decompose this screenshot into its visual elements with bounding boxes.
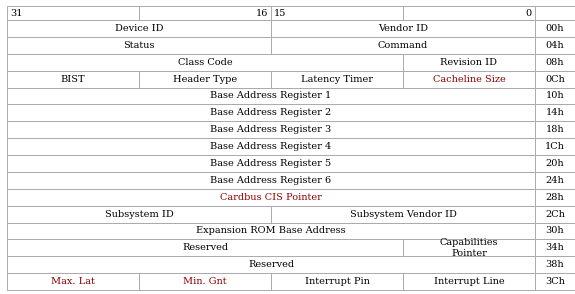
Bar [271, 273, 403, 290]
Bar [535, 104, 575, 121]
Bar [535, 189, 575, 206]
Bar [7, 37, 271, 54]
Text: Class Code: Class Code [178, 58, 232, 67]
Bar [7, 138, 535, 155]
Bar [535, 206, 575, 223]
Bar [7, 256, 535, 273]
Bar [535, 155, 575, 172]
Text: 31: 31 [10, 9, 22, 18]
Bar [535, 172, 575, 189]
Bar [7, 239, 403, 256]
Bar [535, 88, 575, 104]
Bar [7, 6, 535, 20]
Bar [7, 172, 535, 189]
Bar [271, 71, 403, 88]
Bar [535, 54, 575, 71]
Text: Base Address Register 1: Base Address Register 1 [210, 91, 332, 101]
Text: Device ID: Device ID [115, 24, 163, 33]
Text: Status: Status [123, 41, 155, 50]
Text: 08h: 08h [546, 58, 564, 67]
Bar [535, 20, 575, 37]
Bar [139, 71, 271, 88]
Bar [403, 71, 535, 88]
Text: 14h: 14h [546, 108, 565, 117]
Bar [535, 256, 575, 273]
Text: 00h: 00h [546, 24, 564, 33]
Text: Reserved: Reserved [248, 260, 294, 269]
Text: Base Address Register 4: Base Address Register 4 [210, 142, 332, 151]
Bar [535, 37, 575, 54]
Bar [403, 239, 535, 256]
Text: Interrupt Line: Interrupt Line [434, 277, 504, 286]
Bar [7, 273, 139, 290]
Bar [271, 37, 535, 54]
Bar [7, 20, 271, 37]
Text: 30h: 30h [546, 226, 564, 235]
Bar [535, 121, 575, 138]
Text: 16: 16 [256, 9, 268, 18]
Bar [271, 20, 535, 37]
Text: Reserved: Reserved [182, 243, 228, 252]
Text: 04h: 04h [546, 41, 564, 50]
Text: 0: 0 [526, 9, 532, 18]
Text: Base Address Register 3: Base Address Register 3 [210, 125, 332, 134]
Text: 28h: 28h [546, 193, 564, 202]
Text: Max. Lat: Max. Lat [51, 277, 95, 286]
Text: Interrupt Pin: Interrupt Pin [305, 277, 370, 286]
Text: BIST: BIST [61, 75, 85, 83]
Bar [403, 54, 535, 71]
Text: Subsystem ID: Subsystem ID [105, 210, 174, 218]
Bar [535, 138, 575, 155]
Text: Min. Gnt: Min. Gnt [183, 277, 227, 286]
Bar [7, 155, 535, 172]
Bar [139, 273, 271, 290]
Bar [7, 71, 139, 88]
Text: Base Address Register 2: Base Address Register 2 [210, 108, 332, 117]
Text: Revision ID: Revision ID [440, 58, 497, 67]
Text: 34h: 34h [546, 243, 565, 252]
Text: Cardbus CIS Pointer: Cardbus CIS Pointer [220, 193, 322, 202]
Bar [7, 54, 403, 71]
Bar [7, 104, 535, 121]
Text: Vendor ID: Vendor ID [378, 24, 428, 33]
Text: 0Ch: 0Ch [545, 75, 565, 83]
Text: Base Address Register 6: Base Address Register 6 [210, 176, 332, 185]
Text: Base Address Register 5: Base Address Register 5 [210, 159, 332, 168]
Text: Latency Timer: Latency Timer [301, 75, 373, 83]
Text: 20h: 20h [546, 159, 564, 168]
Bar [7, 88, 535, 104]
Text: Cacheline Size: Cacheline Size [432, 75, 505, 83]
Text: 3Ch: 3Ch [545, 277, 565, 286]
Text: 24h: 24h [546, 176, 565, 185]
Bar [7, 189, 535, 206]
Text: Expansion ROM Base Address: Expansion ROM Base Address [196, 226, 346, 235]
Bar [7, 121, 535, 138]
Text: 1Ch: 1Ch [545, 142, 565, 151]
Bar [535, 239, 575, 256]
Text: 18h: 18h [546, 125, 564, 134]
Bar [403, 273, 535, 290]
Bar [7, 223, 535, 239]
Text: Header Type: Header Type [173, 75, 237, 83]
Bar [7, 206, 271, 223]
Text: 2Ch: 2Ch [545, 210, 565, 218]
Text: Capabilities
Pointer: Capabilities Pointer [440, 238, 499, 258]
Bar [535, 223, 575, 239]
Text: Command: Command [378, 41, 428, 50]
Bar [535, 273, 575, 290]
Bar [535, 71, 575, 88]
Bar [535, 6, 575, 20]
Text: 15: 15 [274, 9, 286, 18]
Text: 38h: 38h [546, 260, 564, 269]
Text: Subsystem Vendor ID: Subsystem Vendor ID [350, 210, 457, 218]
Bar [271, 206, 535, 223]
Text: 10h: 10h [546, 91, 564, 101]
